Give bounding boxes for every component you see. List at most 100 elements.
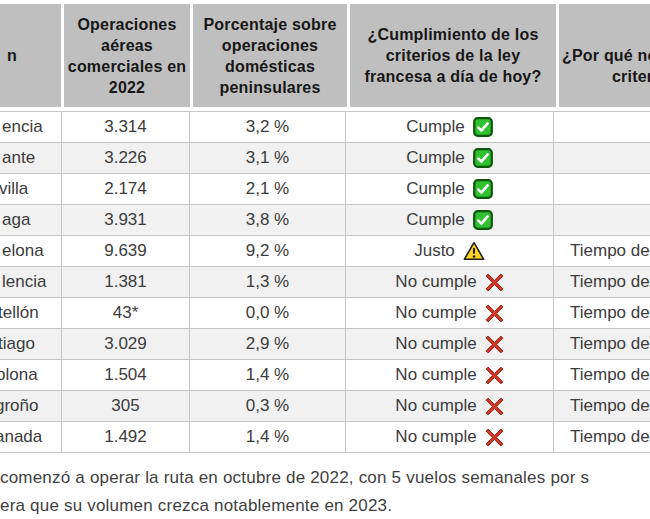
route-cell: villa <box>0 174 62 204</box>
table-row: groño 3050,3 % No cumple Tiempo de <box>0 391 650 422</box>
status-cell: Cumple <box>346 143 554 173</box>
table-body: encia 3.3143,2 % Cumple ante3.2263,1 %Cump… <box>0 111 650 453</box>
route-name: villa <box>0 179 28 199</box>
route-cell: groño <box>0 391 62 421</box>
route-cell: encia <box>0 112 62 142</box>
route-name: encia <box>2 117 43 137</box>
percentage-cell: 3,2 % <box>190 112 346 142</box>
header-cell-percentage: Porcentaje sobre operaciones domésticas … <box>193 4 347 107</box>
status-cell: No cumple <box>346 267 554 297</box>
route-cell: elona <box>0 236 62 266</box>
operations-cell: 3.029 <box>62 329 190 359</box>
status-label: No cumple <box>395 365 476 385</box>
operations-cell: 3.226 <box>62 143 190 173</box>
route-name: tiago <box>0 334 35 354</box>
route-cell: anada <box>0 422 62 452</box>
header-cell-operations: Operaciones aéreas comerciales en 2022 <box>64 4 190 107</box>
table-row: anada 1.4921,4 %No cumple Tiempo de <box>0 422 650 453</box>
status-label: Cumple <box>406 148 465 168</box>
table-row: tellón 43*0,0 % No cumple Tiempo de <box>0 298 650 329</box>
route-name: aga <box>2 210 30 230</box>
table-row: lencia 1.3811,3 % No cumple Tiempo de <box>0 267 650 298</box>
operations-cell: 43* <box>62 298 190 328</box>
table-row: aga3.9313,8 %Cumple <box>0 205 650 236</box>
table-header-row: n Operaciones aéreas comerciales en 2022… <box>0 4 650 107</box>
cross-icon <box>485 273 504 292</box>
route-name: lencia <box>2 272 46 292</box>
header-reason-line-1: ¿Por qué no <box>562 45 650 66</box>
header-cell-route: n <box>0 4 61 107</box>
reason-cell <box>554 205 650 235</box>
status-cell: Cumple <box>346 205 554 235</box>
table-row: villa2.1742,1 %Cumple <box>0 174 650 205</box>
check-icon <box>473 179 493 199</box>
status-cell: No cumple <box>346 360 554 390</box>
reason-cell: Tiempo de <box>554 360 650 390</box>
cross-icon <box>485 366 504 385</box>
route-name: plona <box>0 365 38 385</box>
reason-cell: Tiempo de <box>554 329 650 359</box>
route-cell: tellón <box>0 298 62 328</box>
status-cell: Cumple <box>346 112 554 142</box>
operations-cell: 9.639 <box>62 236 190 266</box>
header-cell-reason: ¿Por qué no criterios <box>559 4 650 107</box>
reason-cell: Tiempo de <box>554 236 650 266</box>
percentage-cell: 1,4 % <box>190 422 346 452</box>
percentage-cell: 9,2 % <box>190 236 346 266</box>
status-label: No cumple <box>395 303 476 323</box>
cross-icon <box>485 304 504 323</box>
status-label: Justo <box>414 241 455 261</box>
reason-cell: Tiempo de <box>554 391 650 421</box>
route-cell: aga <box>0 205 62 235</box>
operations-cell: 1.504 <box>62 360 190 390</box>
route-cell: tiago <box>0 329 62 359</box>
status-label: Cumple <box>406 179 465 199</box>
percentage-cell: 2,1 % <box>190 174 346 204</box>
operations-cell: 305 <box>62 391 190 421</box>
check-icon <box>473 148 493 168</box>
status-cell: No cumple <box>346 391 554 421</box>
reason-cell: Tiempo de <box>554 298 650 328</box>
route-cell: plona <box>0 360 62 390</box>
route-name: groño <box>0 396 38 416</box>
header-cell-compliance: ¿Cumplimiento de los criterios de la ley… <box>350 4 556 107</box>
cross-icon <box>485 428 504 447</box>
status-cell: No cumple <box>346 422 554 452</box>
status-label: No cumple <box>395 334 476 354</box>
cross-icon <box>485 397 504 416</box>
table-row: tiago3.0292,9 %No cumple Tiempo de <box>0 329 650 360</box>
check-icon <box>473 210 493 230</box>
status-label: No cumple <box>395 396 476 416</box>
reason-cell: Tiempo de <box>554 422 650 452</box>
route-name: tellón <box>0 303 39 323</box>
status-cell: Cumple <box>346 174 554 204</box>
route-cell: lencia <box>0 267 62 297</box>
table-row: encia 3.3143,2 % Cumple <box>0 112 650 143</box>
percentage-cell: 0,3 % <box>190 391 346 421</box>
percentage-cell: 1,4 % <box>190 360 346 390</box>
reason-cell: Tiempo de <box>554 267 650 297</box>
reason-cell <box>554 112 650 142</box>
percentage-cell: 0,0 % <box>190 298 346 328</box>
cross-icon <box>485 335 504 354</box>
route-name: anada <box>0 427 42 447</box>
footnote-line-2: era que su volumen crezca notablemente e… <box>0 492 650 519</box>
route-name: elona <box>2 241 44 261</box>
operations-cell: 1.381 <box>62 267 190 297</box>
reason-cell <box>554 174 650 204</box>
percentage-cell: 1,3 % <box>190 267 346 297</box>
warning-icon <box>463 241 485 261</box>
status-label: Cumple <box>406 210 465 230</box>
header-reason-line-2: criterios <box>612 66 650 87</box>
status-label: No cumple <box>395 272 476 292</box>
operations-cell: 3.931 <box>62 205 190 235</box>
route-cell: ante <box>0 143 62 173</box>
operations-cell: 3.314 <box>62 112 190 142</box>
operations-cell: 1.492 <box>62 422 190 452</box>
status-label: Cumple <box>406 117 465 137</box>
status-cell: Justo <box>346 236 554 266</box>
footnote-line-1: comenzó a operar la ruta en octubre de 2… <box>0 464 650 492</box>
footnote: comenzó a operar la ruta en octubre de 2… <box>0 464 650 519</box>
check-icon <box>473 117 493 137</box>
table-row: ante3.2263,1 %Cumple <box>0 143 650 174</box>
